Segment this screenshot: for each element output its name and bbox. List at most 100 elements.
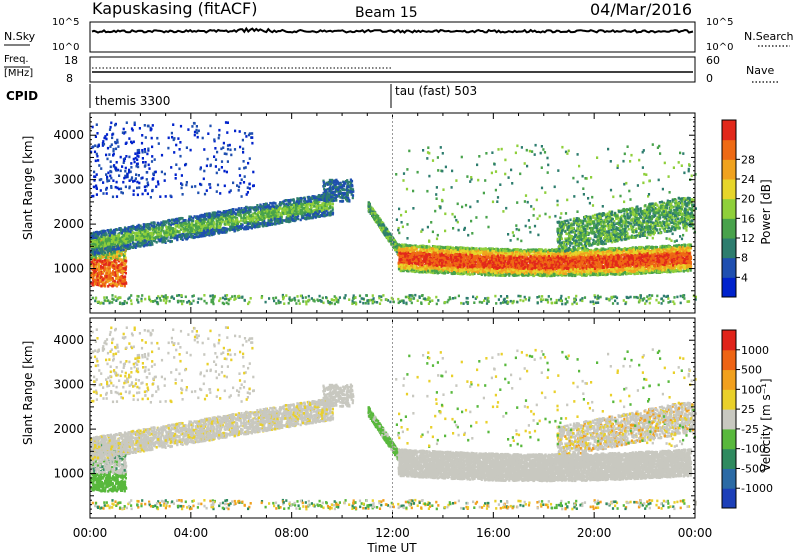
power-cell [114,140,117,144]
power-cell [174,177,177,180]
power-cell [286,199,289,202]
power-cell [118,257,121,260]
power-cell [324,214,327,217]
power-cell [195,128,198,132]
power-cell [97,251,100,255]
power-cell [245,135,248,138]
power-cell [223,216,226,219]
power-cell [208,215,211,218]
power-cell [201,136,204,140]
power-cell [108,277,111,280]
power-cell [120,263,123,266]
power-cell [237,208,240,212]
power-cell [314,211,317,214]
power-cell [212,216,215,220]
power-cell [141,233,144,237]
power-cell [145,178,148,181]
power-cell [108,275,111,279]
power-cell [113,236,116,240]
power-cell [183,227,186,231]
power-cell [245,218,248,221]
power-cell [309,204,312,208]
power-cell [145,239,148,243]
power-cell [147,149,150,152]
power-cell [222,226,225,230]
power-cell [137,242,140,246]
power-cell [323,213,326,217]
power-cell [151,231,154,235]
power-cell [263,205,266,208]
power-cell [292,204,295,207]
power-cell [231,228,235,231]
power-cell [190,224,193,227]
power-cell [308,208,311,211]
power-cell [202,229,205,233]
power-cell [150,224,153,227]
power-cell [322,208,325,211]
power-cell [341,196,344,200]
power-cell [142,161,145,164]
power-cell [134,152,137,155]
power-cell [234,221,237,225]
power-cell [215,229,218,233]
power-cell [120,282,123,286]
power-cell [130,162,133,165]
power-cell [198,232,201,235]
power-cell [334,197,338,200]
power-cell [109,228,112,232]
power-cell [92,262,95,266]
power-cell [91,195,94,198]
power-cell [267,212,270,215]
power-cell [179,141,182,144]
power-cell [185,146,188,149]
power-cell [109,245,112,249]
power-cell [207,223,210,227]
power-cell [331,180,334,183]
power-cell [299,196,303,200]
power-cell [228,215,231,218]
power-cell [282,200,285,203]
power-cell [165,231,168,234]
power-cell [93,170,96,174]
power-cell [217,210,220,214]
power-cell [95,173,98,176]
power-cell [137,237,140,241]
power-cell [114,282,117,286]
power-cell [153,222,156,225]
power-cell [111,284,114,288]
power-cell [306,213,309,216]
power-cell [107,171,110,175]
power-cell [115,234,118,238]
power-cell [285,216,288,219]
power-cell [105,261,109,265]
power-cell [153,236,156,240]
power-cell [342,181,345,184]
power-cell [209,164,212,168]
power-cell [178,235,181,239]
power-cell [275,209,278,213]
power-cell [259,204,262,208]
power-cell [310,200,313,203]
power-cell [91,258,94,261]
power-cell [249,208,252,212]
power-cell [118,247,121,250]
power-cell [247,207,250,210]
power-cell [204,217,207,221]
power-cell [190,235,193,239]
power-cell [256,204,259,207]
power-cell [266,204,270,208]
power-cell [181,222,184,226]
power-cell [155,227,158,230]
power-cell [135,236,138,239]
power-cell [323,199,326,202]
power-cell [237,189,240,192]
power-cell [113,242,116,246]
power-cell [147,227,150,231]
power-cell [218,213,221,217]
power-cell [100,178,103,181]
power-cell [195,231,198,235]
power-cell [96,256,100,260]
power-cell [226,121,229,124]
power-cell [150,234,153,237]
power-cell [232,215,235,219]
